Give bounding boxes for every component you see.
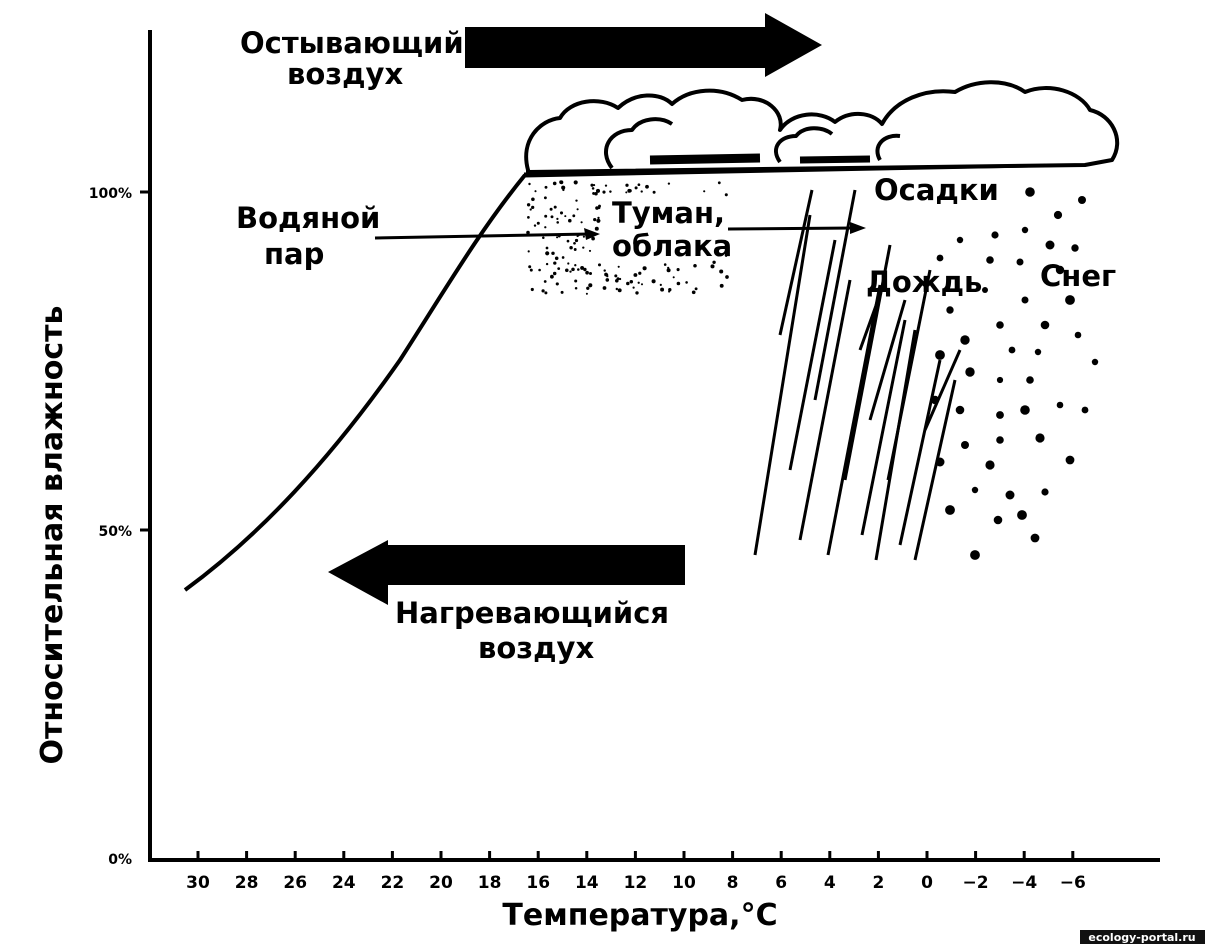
water-vapor-label-line2: пар [264,237,324,271]
fog-clouds-label-line2: облака [612,229,732,263]
x-tick-label: 30 [186,873,210,893]
x-tick-label: 0 [921,873,933,893]
x-tick-label: 4 [824,873,836,893]
x-tick-label: 8 [727,873,739,893]
x-ticks-group: 30 28 26 24 22 20 18 16 14 12 10 8 6 4 2 0 −2 −4 −6 [186,851,1086,893]
x-tick-label: 18 [478,873,502,893]
humidity-curve [183,173,527,592]
cooling-arrow [465,13,822,77]
x-tick-label: 26 [283,873,307,893]
x-tick-label: 12 [624,873,648,893]
x-tick-label: 16 [526,873,550,893]
snow-label: Снег [1040,259,1116,293]
warming-arrow [328,540,685,605]
x-tick-label: 6 [775,873,787,893]
x-tick-label: −6 [1060,873,1086,893]
water-vapor-label-line1: Водяной [236,201,380,235]
fog-dots [526,180,729,295]
y-tick-label-0: 0% [108,852,132,868]
rain-streaks [753,189,962,561]
warming-air-label-line1: Нагревающийся [395,596,669,630]
y-tick-label-100: 100% [89,186,132,202]
credit-text: ecology-portal.ru [1088,931,1195,944]
cloud-shape [524,80,1120,174]
snow-flakes [930,187,1099,560]
x-tick-label: −2 [963,873,989,893]
cooling-air-label-line2: воздух [287,57,403,91]
vapor-arrow [374,228,600,240]
y-axis-title: Относительная влажность [35,306,70,765]
x-tick-label: 24 [332,873,356,893]
x-tick-label: 22 [381,873,405,893]
x-tick-label: −4 [1011,873,1037,893]
x-tick-label: 10 [672,873,696,893]
y-tick-label-50: 50% [98,524,132,540]
precipitation-label: Осадки [874,173,999,207]
cooling-air-label-line1: Остывающий [240,26,464,60]
condensation-arrow [727,222,866,234]
x-tick-label: 20 [429,873,453,893]
warming-air-label-line2: воздух [478,631,594,665]
x-tick-label: 28 [235,873,259,893]
credit-badge [1080,930,1205,944]
x-tick-label: 2 [872,873,884,893]
rain-label: Дождь [866,265,982,299]
x-tick-label: 14 [575,873,599,893]
fog-clouds-label-line1: Туман, [612,196,725,230]
x-axis-title: Температура,°C [502,898,777,933]
